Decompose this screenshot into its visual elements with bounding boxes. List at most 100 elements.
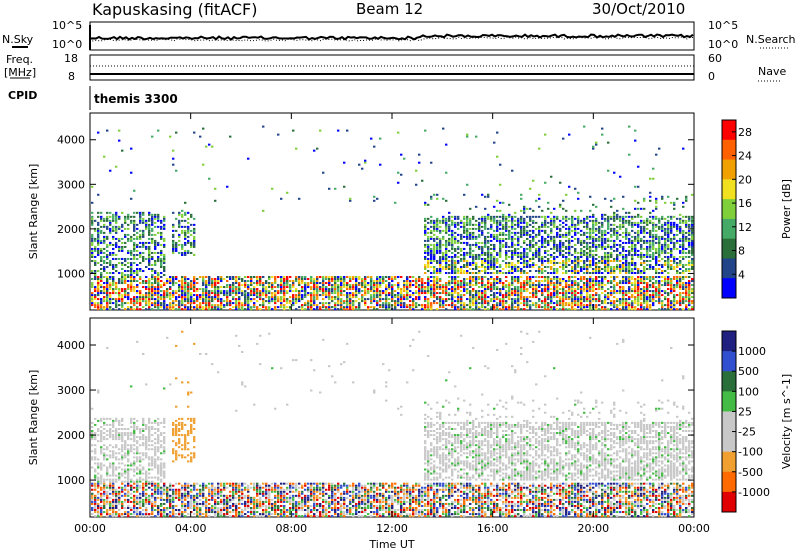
heatmap-cell (505, 255, 508, 258)
heatmap-cell (145, 300, 148, 303)
heatmap-cell (520, 296, 523, 299)
heatmap-cell (586, 292, 589, 295)
heatmap-cell (202, 306, 205, 309)
heatmap-cell (157, 282, 160, 285)
heatmap-cell (130, 298, 133, 301)
heatmap-cell (607, 272, 610, 275)
heatmap-cell (577, 221, 580, 224)
heatmap-cell (115, 217, 118, 220)
heatmap-cell (538, 265, 541, 268)
heatmap-cell (586, 235, 589, 238)
heatmap-cell (538, 233, 541, 236)
heatmap-cell (451, 219, 454, 222)
heatmap-cell (91, 284, 94, 287)
heatmap-cell (313, 284, 316, 287)
heatmap-cell (439, 265, 442, 268)
heatmap-cell (454, 272, 457, 275)
heatmap-cell (679, 288, 682, 291)
heatmap-cell (472, 298, 475, 301)
heatmap-cell (436, 241, 439, 244)
heatmap-cell (106, 284, 109, 287)
heatmap-cell (607, 308, 610, 311)
heatmap-cell (328, 306, 331, 309)
heatmap-cell (613, 227, 616, 230)
heatmap-cell (376, 292, 379, 295)
heatmap-cell (649, 245, 652, 248)
heatmap-cell (307, 302, 310, 305)
heatmap-cell (499, 209, 502, 212)
heatmap-cell (475, 265, 478, 268)
heatmap-cell (673, 215, 676, 218)
heatmap-cell (409, 296, 412, 299)
heatmap-cell (199, 302, 202, 305)
heatmap-cell (589, 286, 592, 289)
heatmap-cell (610, 304, 613, 307)
heatmap-cell (544, 245, 547, 248)
heatmap-cell (562, 245, 565, 248)
heatmap-cell (586, 251, 589, 254)
heatmap-cell (436, 272, 439, 275)
heatmap-cell (106, 243, 109, 246)
heatmap-cell (481, 292, 484, 295)
heatmap-cell (574, 247, 577, 250)
heatmap-cell (373, 290, 376, 293)
heatmap-cell (181, 276, 184, 279)
heatmap-cell (133, 272, 136, 275)
heatmap-cell (466, 231, 469, 234)
heatmap-cell (586, 282, 589, 285)
heatmap-cell (181, 282, 184, 285)
heatmap-cell (283, 280, 286, 283)
heatmap-cell (523, 207, 526, 210)
heatmap-cell (460, 249, 463, 252)
heatmap-cell (436, 284, 439, 287)
heatmap-cell (616, 284, 619, 287)
heatmap-cell (253, 290, 256, 293)
heatmap-cell (181, 225, 184, 228)
heatmap-cell (274, 280, 277, 283)
heatmap-cell (298, 296, 301, 299)
heatmap-cell (325, 308, 328, 311)
heatmap-cell (247, 294, 250, 297)
heatmap-cell (121, 245, 124, 248)
heatmap-cell (520, 298, 523, 301)
heatmap-cell (109, 298, 112, 301)
heatmap-cell (628, 261, 631, 264)
heatmap-cell (454, 231, 457, 234)
heatmap-cell (553, 282, 556, 285)
heatmap-cell (136, 245, 139, 248)
heatmap-cell (451, 241, 454, 244)
heatmap-cell (685, 308, 688, 311)
heatmap-cell (637, 294, 640, 297)
heatmap-cell (421, 308, 424, 311)
heatmap-cell (481, 219, 484, 222)
heatmap-cell (109, 294, 112, 297)
heatmap-cell (547, 243, 550, 246)
heatmap-cell (499, 292, 502, 295)
heatmap-cell (544, 229, 547, 232)
heatmap-cell (538, 215, 541, 218)
heatmap-cell (589, 306, 592, 309)
heatmap-cell (121, 288, 124, 291)
heatmap-cell (112, 227, 115, 230)
heatmap-cell (631, 284, 634, 287)
heatmap-cell (334, 288, 337, 291)
heatmap-cell (628, 265, 631, 268)
heatmap-cell (439, 257, 442, 260)
heatmap-cell (484, 237, 487, 240)
heatmap-cell (430, 237, 433, 240)
heatmap-cell (676, 239, 679, 242)
heatmap-cell (547, 215, 550, 218)
heatmap-cell (631, 223, 634, 226)
heatmap-cell (457, 288, 460, 291)
heatmap-cell (466, 219, 469, 222)
heatmap-cell (469, 237, 472, 240)
heatmap-cell (346, 286, 349, 289)
heatmap-cell (679, 219, 682, 222)
heatmap-cell (442, 265, 445, 268)
noise-right-label: N.Search (746, 33, 796, 46)
heatmap-cell (163, 227, 166, 230)
heatmap-cell (493, 257, 496, 260)
heatmap-cell (589, 302, 592, 305)
heatmap-cell (310, 276, 313, 279)
heatmap-cell (160, 251, 163, 254)
